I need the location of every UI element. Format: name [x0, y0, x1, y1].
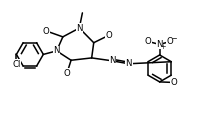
Text: +: + [160, 44, 166, 50]
Text: N: N [53, 46, 60, 55]
Text: O: O [106, 31, 112, 40]
Text: O: O [43, 27, 50, 35]
Text: O: O [167, 37, 173, 46]
Text: Cl: Cl [12, 60, 21, 69]
Text: O: O [171, 78, 177, 87]
Text: −: − [171, 36, 177, 42]
Text: N: N [156, 40, 163, 49]
Text: N: N [76, 24, 83, 33]
Text: O: O [64, 69, 70, 78]
Text: N: N [125, 59, 132, 68]
Text: N: N [109, 56, 116, 65]
Text: O: O [145, 37, 152, 46]
